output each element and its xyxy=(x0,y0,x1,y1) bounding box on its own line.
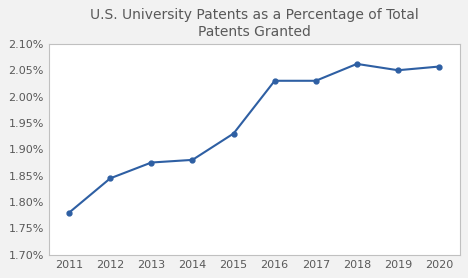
Title: U.S. University Patents as a Percentage of Total
Patents Granted: U.S. University Patents as a Percentage … xyxy=(90,8,418,39)
